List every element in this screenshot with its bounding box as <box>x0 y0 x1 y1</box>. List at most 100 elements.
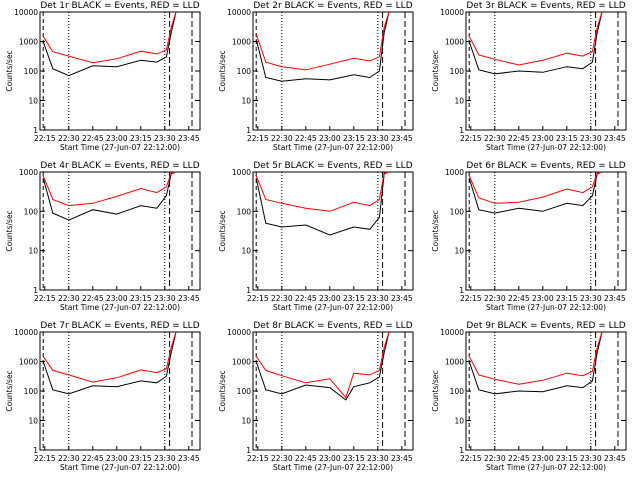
xtick-label: 23:00 <box>532 294 554 303</box>
ytick-label: 10 <box>454 417 464 426</box>
ytick-label: 100 <box>237 207 252 216</box>
ytick-label: 1000 <box>232 38 251 47</box>
y-axis-label: Counts/sec <box>431 50 440 91</box>
chart-title: Det 8r BLACK = Events, RED = LLD <box>253 321 412 331</box>
y-axis-label: Counts/sec <box>218 370 227 411</box>
y-axis-label: Counts/sec <box>5 370 14 411</box>
y-axis-label: Counts/sec <box>5 50 14 91</box>
ytick-label: 1000 <box>19 38 38 47</box>
events-series-line <box>42 11 177 77</box>
ytick-label: 1000 <box>19 358 38 367</box>
ytick-label: 1 <box>246 446 251 455</box>
plot-frame <box>465 171 627 291</box>
xtick-label: 23:15 <box>130 134 152 143</box>
xtick-label: 22:45 <box>82 134 104 143</box>
xtick-label: 22:15 <box>460 294 482 303</box>
chart-panel-9: Det 9r BLACK = Events, RED = LLD 1 10 100 10… <box>431 321 627 472</box>
xtick-label: 23:30 <box>154 294 176 303</box>
ytick-label: 1000 <box>19 168 38 177</box>
ytick-label: 1000 <box>232 358 251 367</box>
y-axis-label: Counts/sec <box>218 210 227 251</box>
x-axis-label: Start Time (27-Jun-07 22:12:00) <box>273 303 393 312</box>
x-axis-label: Start Time (27-Jun-07 22:12:00) <box>486 463 606 472</box>
xtick-label: 22:15 <box>247 454 269 463</box>
xtick-label: 22:30 <box>58 294 80 303</box>
ytick-label: 100 <box>237 387 252 396</box>
events-series-line <box>255 11 390 82</box>
xtick-label: 23:00 <box>106 134 128 143</box>
ytick-label: 10000 <box>227 8 251 17</box>
xtick-label: 22:30 <box>271 454 293 463</box>
xtick-label: 23:00 <box>319 134 341 143</box>
events-series-line <box>468 331 603 395</box>
xtick-label: 22:15 <box>34 454 56 463</box>
ytick-label: 1 <box>33 446 38 455</box>
lld-series-line <box>42 331 177 383</box>
chart-title: Det 9r BLACK = Events, RED = LLD <box>466 321 625 331</box>
ytick-label: 1 <box>246 286 251 295</box>
chart-title: Det 4r BLACK = Events, RED = LLD <box>40 161 199 171</box>
chart-panel-2: Det 2r BLACK = Events, RED = LLD 1 10 100 10… <box>218 1 414 152</box>
lld-series-line <box>255 171 390 212</box>
lld-series-line <box>255 331 390 399</box>
xtick-label: 22:30 <box>271 294 293 303</box>
xtick-label: 22:30 <box>484 454 506 463</box>
xtick-label: 23:45 <box>391 454 413 463</box>
chart-title: Det 5r BLACK = Events, RED = LLD <box>253 161 412 171</box>
x-axis-label: Start Time (27-Jun-07 22:12:00) <box>486 303 606 312</box>
ytick-label: 100 <box>237 67 252 76</box>
xtick-label: 23:45 <box>391 134 413 143</box>
xtick-label: 22:30 <box>484 134 506 143</box>
xtick-label: 23:00 <box>106 294 128 303</box>
ytick-label: 100 <box>450 67 465 76</box>
x-axis-label: Start Time (27-Jun-07 22:12:00) <box>273 463 393 472</box>
ytick-label: 10000 <box>440 8 464 17</box>
ytick-label: 100 <box>24 387 39 396</box>
events-series-line <box>468 171 603 214</box>
xtick-label: 23:45 <box>604 454 626 463</box>
ytick-label: 1000 <box>232 168 251 177</box>
xtick-label: 22:45 <box>508 454 530 463</box>
plot-frame <box>252 171 414 291</box>
xtick-label: 22:15 <box>34 134 56 143</box>
xtick-label: 23:30 <box>154 134 176 143</box>
xtick-label: 23:15 <box>343 454 365 463</box>
y-axis-label: Counts/sec <box>218 50 227 91</box>
xtick-label: 22:45 <box>82 294 104 303</box>
ytick-label: 100 <box>450 387 465 396</box>
ytick-label: 10000 <box>14 8 38 17</box>
plot-frame <box>465 11 627 131</box>
plot-frame <box>252 331 414 451</box>
x-axis-label: Start Time (27-Jun-07 22:12:00) <box>60 463 180 472</box>
xtick-label: 23:30 <box>580 454 602 463</box>
xtick-label: 22:45 <box>508 294 530 303</box>
lld-series-line <box>255 11 390 71</box>
events-series-line <box>42 171 177 221</box>
xtick-label: 23:45 <box>178 294 200 303</box>
xtick-label: 22:30 <box>58 454 80 463</box>
ytick-label: 1 <box>33 126 38 135</box>
ytick-label: 1000 <box>445 358 464 367</box>
ytick-label: 10 <box>28 417 38 426</box>
xtick-label: 23:00 <box>319 294 341 303</box>
y-axis-label: Counts/sec <box>5 210 14 251</box>
ytick-label: 100 <box>450 207 465 216</box>
ytick-label: 10 <box>241 247 251 256</box>
xtick-label: 23:30 <box>580 134 602 143</box>
ytick-label: 10 <box>28 247 38 256</box>
chart-panel-8: Det 8r BLACK = Events, RED = LLD 1 10 100 10… <box>218 321 414 472</box>
xtick-label: 23:15 <box>343 134 365 143</box>
xtick-label: 22:45 <box>295 134 317 143</box>
plot-frame <box>252 11 414 131</box>
ytick-label: 1 <box>459 126 464 135</box>
xtick-label: 22:45 <box>295 294 317 303</box>
ytick-label: 10 <box>241 97 251 106</box>
xtick-label: 22:15 <box>460 134 482 143</box>
xtick-label: 23:00 <box>106 454 128 463</box>
xtick-label: 23:15 <box>556 134 578 143</box>
chart-panel-4: Det 4r BLACK = Events, RED = LLD 1 10 100 10… <box>5 161 201 312</box>
xtick-label: 22:15 <box>34 294 56 303</box>
x-axis-label: Start Time (27-Jun-07 22:12:00) <box>60 143 180 152</box>
ytick-label: 1 <box>33 286 38 295</box>
